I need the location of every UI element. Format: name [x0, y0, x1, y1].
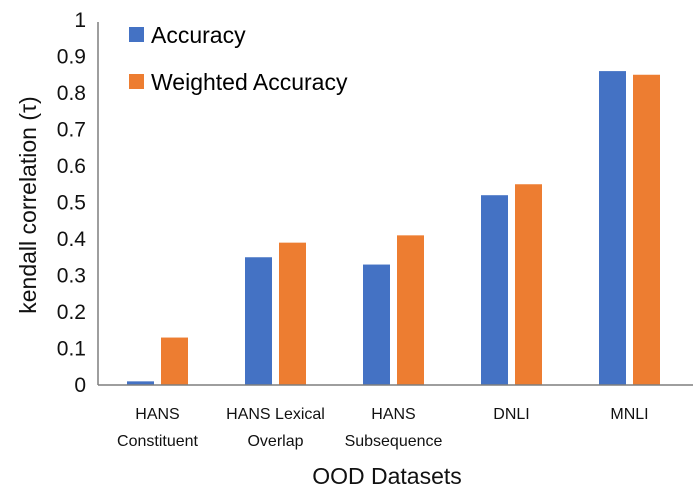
y-tick-label: 0.3 [57, 265, 86, 288]
x-tick-label: HANS Lexical [226, 406, 325, 423]
x-tick-label: Overlap [247, 433, 303, 450]
bar-accuracy [481, 195, 508, 385]
y-tick-label: 0.1 [57, 338, 86, 361]
y-tick-label: 0 [74, 374, 86, 397]
x-tick-label: Subsequence [345, 433, 443, 450]
legend-label-accuracy: Accuracy [151, 22, 246, 48]
y-tick-label: 0.6 [57, 155, 86, 178]
bar-weighted-accuracy [279, 242, 306, 385]
x-tick-label: HANS [371, 406, 415, 423]
y-tick-label: 0.2 [57, 301, 86, 324]
x-tick-label: MNLI [610, 406, 648, 423]
bar-accuracy [245, 257, 272, 385]
y-axis-title: kendall correlation (τ) [15, 96, 41, 313]
bars [127, 71, 660, 385]
bar-weighted-accuracy [633, 74, 660, 385]
bar-accuracy [127, 381, 154, 385]
bar-accuracy [599, 71, 626, 385]
x-tick-label: HANS [135, 406, 179, 423]
y-tick-label: 0.7 [57, 119, 86, 142]
bar-weighted-accuracy [161, 337, 188, 385]
x-tick-label: Constituent [117, 433, 198, 450]
y-axis-ticks: 0 0.1 0.2 0.3 0.4 0.5 0.6 0.7 0.8 0.9 1 [57, 9, 87, 397]
y-tick-label: 0.5 [57, 192, 86, 215]
bar-weighted-accuracy [515, 184, 542, 385]
y-tick-label: 0.4 [57, 228, 87, 251]
bar-accuracy [363, 264, 390, 385]
y-tick-label: 0.8 [57, 82, 86, 105]
legend-swatch-accuracy [129, 27, 144, 42]
legend-label-weighted-accuracy: Weighted Accuracy [151, 69, 348, 95]
x-tick-label: DNLI [493, 406, 529, 423]
x-axis-title: OOD Datasets [312, 463, 462, 489]
legend-swatch-weighted-accuracy [129, 74, 144, 89]
y-tick-label: 1 [74, 9, 86, 32]
bar-weighted-accuracy [397, 235, 424, 385]
y-tick-label: 0.9 [57, 46, 86, 69]
x-axis-tick-labels: HANS Constituent HANS Lexical Overlap HANS Su… [117, 406, 649, 450]
legend: Accuracy Weighted Accuracy [129, 22, 348, 95]
